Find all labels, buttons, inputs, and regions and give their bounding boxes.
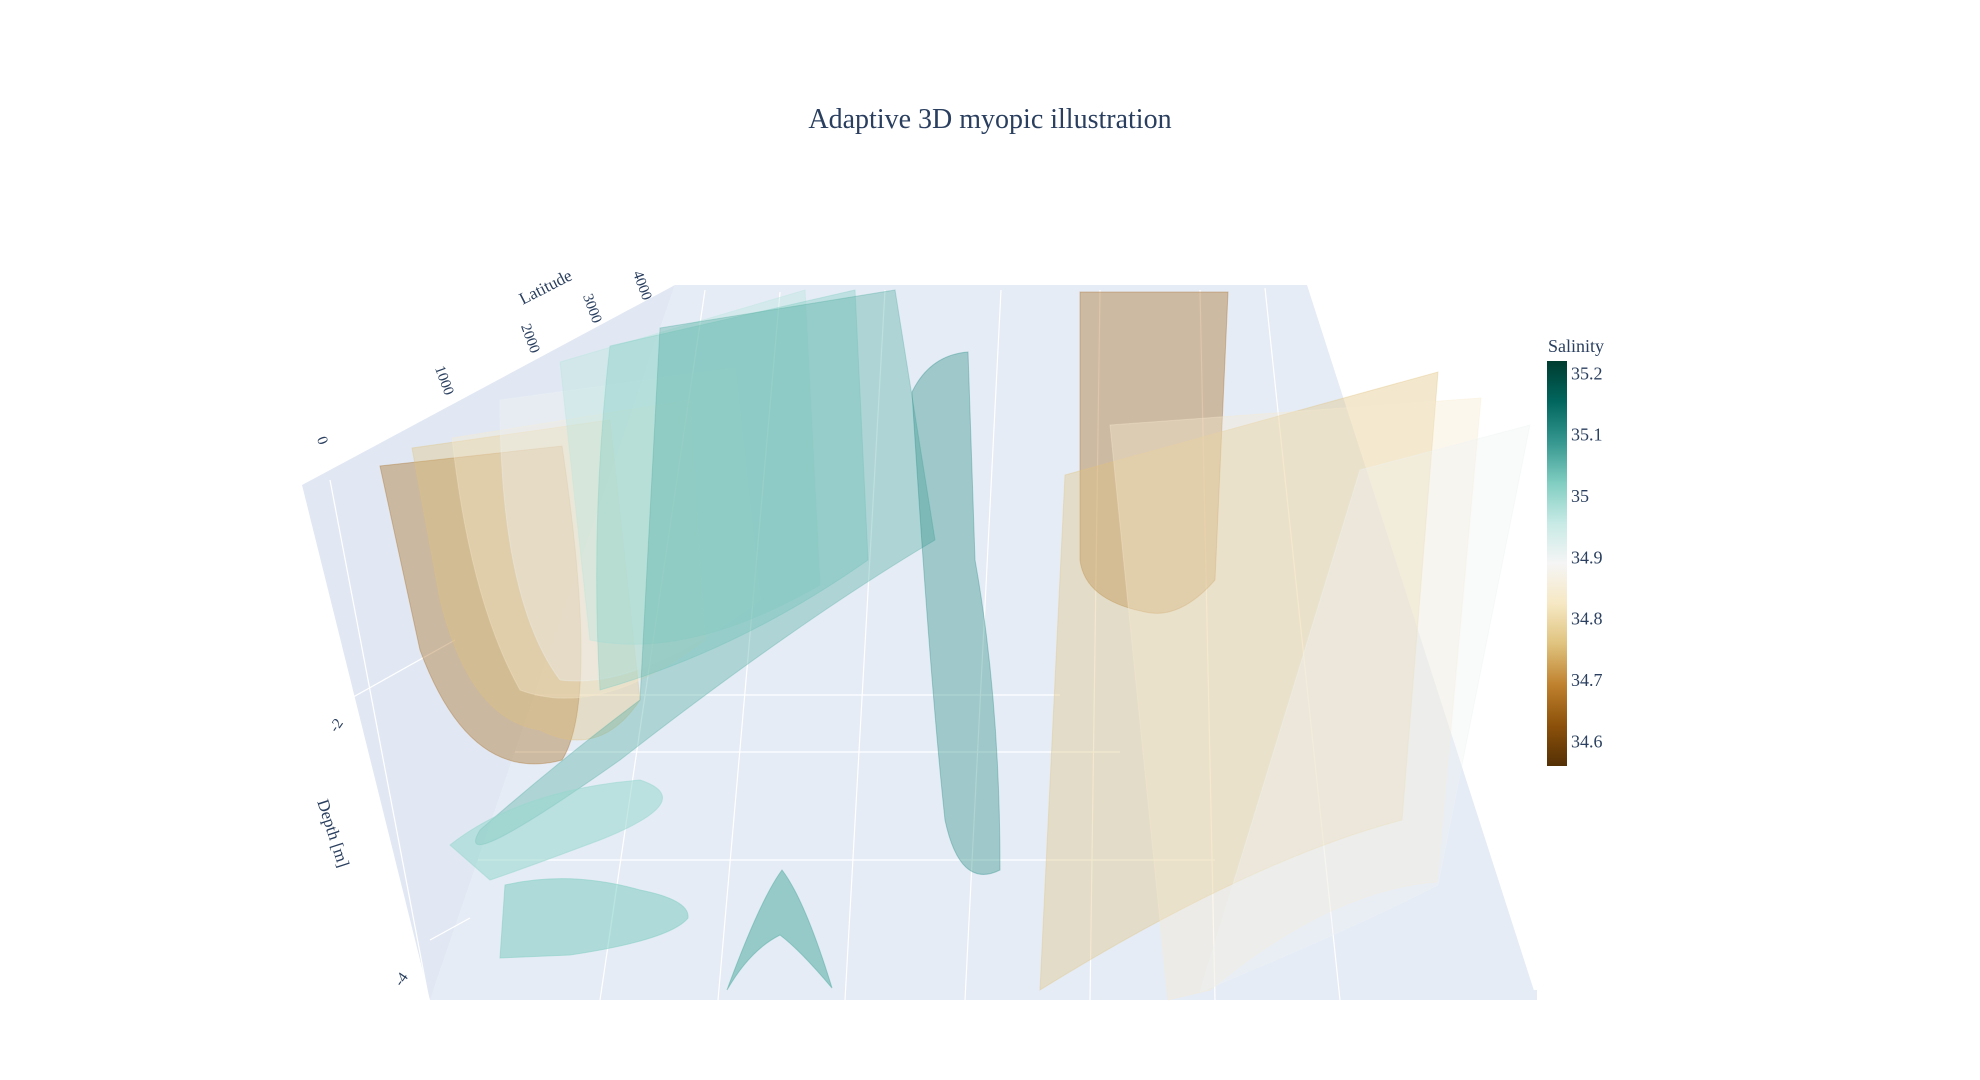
isosurface-sheet[interactable] bbox=[1199, 424, 1531, 993]
isosurface-sheet[interactable] bbox=[1109, 397, 1482, 1001]
chart-title: Adaptive 3D myopic illustration bbox=[808, 104, 1171, 135]
colorbar-gradient bbox=[1547, 361, 1567, 766]
colorbar-tick-label: 34.8 bbox=[1571, 609, 1603, 629]
isosurface-sheet[interactable] bbox=[379, 445, 582, 765]
grid-line bbox=[844, 289, 886, 1001]
latitude-tick: 3000 bbox=[579, 292, 604, 326]
isosurface-sheet[interactable] bbox=[596, 289, 869, 691]
grid-line bbox=[599, 289, 706, 1001]
grid-line bbox=[1199, 289, 1216, 1001]
grid-line bbox=[329, 639, 456, 711]
colorbar-ticks: 35.2 35.1 35 34.9 34.8 34.7 34.6 bbox=[1571, 363, 1603, 751]
latitude-tick: 1000 bbox=[431, 364, 456, 398]
isosurface-blob[interactable] bbox=[449, 779, 663, 881]
floor-pane bbox=[430, 990, 1537, 1000]
colorbar-title: Salinity bbox=[1548, 336, 1604, 356]
isosurface-sheet[interactable] bbox=[559, 289, 821, 645]
depth-tick: -2 bbox=[327, 716, 347, 735]
isosurface-sheet[interactable] bbox=[411, 419, 641, 741]
grid-lines bbox=[329, 287, 1341, 1001]
colorbar-tick-label: 34.9 bbox=[1571, 547, 1603, 567]
latitude-axis-title: Latitude bbox=[516, 266, 575, 309]
colorbar-tick-label: 35.1 bbox=[1571, 425, 1603, 445]
isosurface-sheet[interactable] bbox=[911, 351, 1001, 875]
latitude-tick: 4000 bbox=[629, 269, 654, 303]
grid-line bbox=[429, 917, 471, 941]
isosurface-blob[interactable] bbox=[726, 869, 833, 991]
grid-line bbox=[329, 479, 429, 996]
colorbar: Salinity 35.2 35.1 35 34.9 34.8 34.7 34.6 bbox=[1547, 336, 1604, 766]
depth-axis-title: Depth [m] bbox=[313, 797, 353, 870]
isosurface-sheet[interactable] bbox=[451, 399, 706, 699]
isosurface-sheet[interactable] bbox=[1039, 371, 1439, 991]
isosurface-sheet[interactable] bbox=[1079, 291, 1229, 614]
isosurface-blob[interactable] bbox=[499, 878, 689, 959]
latitude-tick: 2000 bbox=[517, 322, 542, 356]
isosurface-sheet[interactable] bbox=[499, 367, 761, 682]
scene[interactable] bbox=[302, 285, 1537, 1001]
colorbar-tick-label: 34.6 bbox=[1571, 732, 1603, 752]
colorbar-tick-label: 35.2 bbox=[1571, 363, 1603, 383]
depth-tick: -4 bbox=[392, 970, 413, 990]
isosurfaces[interactable] bbox=[379, 289, 1531, 1001]
latitude-tick: 0 bbox=[313, 434, 331, 447]
colorbar-tick-label: 34.7 bbox=[1571, 670, 1603, 690]
grid-line bbox=[717, 291, 781, 1001]
grid-line bbox=[1089, 289, 1101, 1001]
grid-line bbox=[1264, 287, 1341, 1001]
grid-line bbox=[964, 289, 1002, 1001]
colorbar-tick-label: 35 bbox=[1571, 486, 1589, 506]
